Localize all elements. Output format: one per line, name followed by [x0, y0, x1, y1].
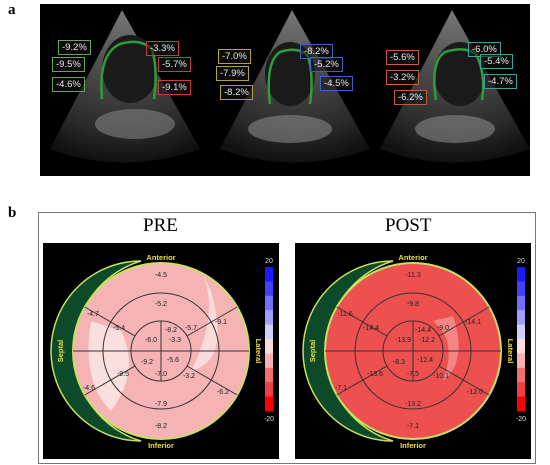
lateral-label: Lateral — [254, 339, 263, 364]
color-scale-step — [517, 353, 525, 369]
scale-min: -20 — [516, 416, 526, 423]
post-title: POST — [385, 215, 432, 236]
segment-value: -5.4 — [113, 325, 125, 332]
segment-value: -13.9 — [395, 337, 411, 344]
lateral-label: Lateral — [506, 339, 515, 364]
echo-views — [50, 10, 530, 163]
scale-max: 20 — [517, 258, 525, 265]
segment-value: -11.6 — [337, 311, 353, 318]
septal-label: Septal — [56, 340, 65, 363]
color-scale-step — [517, 324, 525, 340]
anterior-label: Anterior — [398, 253, 427, 262]
scale-min: -20 — [264, 416, 274, 423]
segment-value: -12.4 — [417, 357, 433, 364]
scale-max: 20 — [265, 258, 273, 265]
strain-label: -8.2% — [300, 44, 333, 59]
segment-value: -4.7 — [87, 311, 99, 318]
color-scale-step — [265, 382, 273, 398]
bullseye-panel: PRE POST -4.5 -5.2 -4.7 -9.1 -5.4 -5.7 -6.0 -8.… — [38, 212, 536, 464]
color-scale-step — [265, 281, 273, 297]
color-scale-step — [517, 339, 525, 354]
segment-value: -8.3 — [393, 359, 405, 366]
strain-label: -4.5% — [320, 76, 353, 91]
panel-b-letter: b — [8, 205, 17, 221]
color-scale-step — [265, 339, 273, 354]
segment-value: -7.5 — [407, 371, 419, 378]
color-scale-step — [265, 367, 273, 383]
segment-value: -6.0 — [145, 337, 157, 344]
strain-label: -3.2% — [386, 70, 419, 85]
strain-label: -5.4% — [480, 54, 513, 69]
segment-value: -4.5 — [155, 272, 167, 279]
pre-plot-background: -4.5 -5.2 -4.7 -9.1 -5.4 -5.7 -6.0 -8.2 -3.3 -9.2… — [43, 243, 279, 459]
inferior-label: Inferior — [400, 441, 426, 450]
segment-value: -14.4 — [363, 325, 379, 332]
segment-value: -14.1 — [465, 319, 481, 326]
segment-value: -3.3 — [169, 337, 181, 344]
color-scale-step — [517, 382, 525, 398]
anterior-label: Anterior — [146, 253, 175, 262]
color-scale-step — [265, 324, 273, 340]
segment-value: -12.0 — [467, 389, 483, 396]
color-scale-step — [517, 367, 525, 383]
segment-value: -5.7 — [185, 325, 197, 332]
septal-label: Septal — [308, 340, 317, 363]
echo-view-3 — [380, 10, 530, 163]
segment-value: -3.2 — [183, 373, 195, 380]
segment-value: -5.2 — [155, 301, 167, 308]
color-scale-step — [517, 310, 525, 326]
color-scale-step — [265, 310, 273, 326]
segment-value: -9.0 — [437, 325, 449, 332]
segment-value: -5.6 — [167, 357, 179, 364]
segment-value: -9.8 — [407, 301, 419, 308]
segment-value: -10.1 — [433, 373, 449, 380]
segment-value: -14.4 — [415, 327, 431, 334]
strain-label: -9.1% — [158, 80, 191, 95]
strain-label: -9.5% — [52, 57, 85, 72]
segment-value: -7.0 — [155, 371, 167, 378]
strain-label: -3.3% — [146, 41, 179, 56]
color-scale-step — [517, 281, 525, 297]
strain-label: -6.2% — [394, 90, 427, 105]
strain-label: -5.2% — [310, 57, 343, 72]
color-scale-step — [265, 353, 273, 369]
strain-label: -7.9% — [216, 66, 249, 81]
echo-view-1 — [50, 10, 200, 163]
color-scale-step — [517, 396, 525, 412]
echo-view-2 — [220, 10, 370, 163]
segment-value: -6.2 — [217, 389, 229, 396]
post-bullseye: -11.3 -9.8 -11.6 -14.1 -14.4 -9.0 -13.9 -14.4 -1… — [302, 253, 526, 450]
segment-value: -9.5 — [117, 371, 129, 378]
inferior-label: Inferior — [148, 441, 174, 450]
pre-bullseye: -4.5 -5.2 -4.7 -9.1 -5.4 -5.7 -6.0 -8.2 -3.3 -9.2… — [50, 253, 274, 450]
strain-label: -9.2% — [58, 40, 91, 55]
pre-title: PRE — [143, 215, 178, 236]
strain-label: -5.6% — [386, 50, 419, 65]
color-scale-step — [265, 295, 273, 311]
segment-value: -7.9 — [155, 401, 167, 408]
segment-value: -13.6 — [367, 371, 383, 378]
segment-value: -9.1 — [215, 319, 227, 326]
segment-value: -4.6 — [83, 385, 95, 392]
post-plot-background: -11.3 -9.8 -11.6 -14.1 -14.4 -9.0 -13.9 -14.4 -1… — [295, 243, 531, 459]
strain-label: -4.6% — [52, 77, 85, 92]
segment-value: -9.2 — [141, 359, 153, 366]
segment-value: -8.2 — [155, 423, 167, 430]
color-scale-step — [517, 295, 525, 311]
segment-value: -13.2 — [405, 401, 421, 408]
panel-a-letter: a — [8, 2, 16, 18]
strain-label: -5.7% — [158, 57, 191, 72]
strain-label: -7.0% — [218, 49, 251, 64]
segment-value: -11.3 — [405, 272, 421, 279]
color-scale-step — [265, 267, 273, 282]
color-scale-step — [517, 267, 525, 282]
segment-value: -8.2 — [165, 327, 177, 334]
color-scale-step — [265, 396, 273, 412]
segment-value: -7.1 — [407, 423, 419, 430]
segment-value: -7.1 — [335, 385, 347, 392]
strain-label: -4.7% — [484, 74, 517, 89]
strain-label: -8.2% — [220, 85, 253, 100]
echo-image-strip: -9.2% -9.5% -4.6% -3.3% -5.7% -9.1% -7.0… — [40, 4, 530, 176]
segment-value: -12.2 — [419, 337, 435, 344]
